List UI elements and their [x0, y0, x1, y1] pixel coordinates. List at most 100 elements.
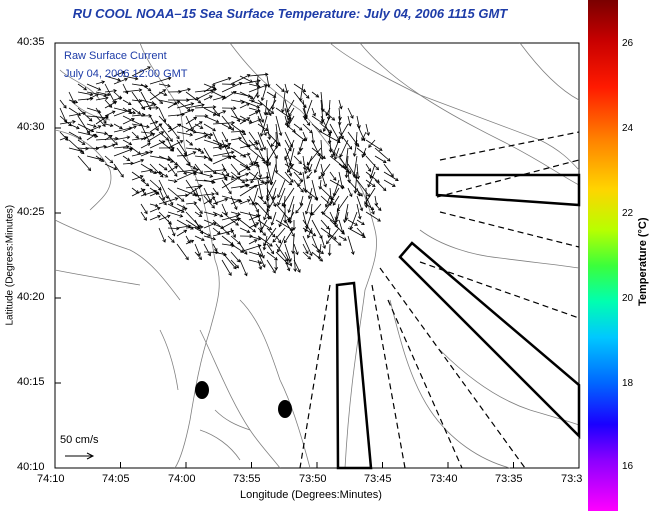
current-vector: [131, 66, 151, 77]
current-vector: [248, 147, 265, 162]
current-vector-head: [312, 112, 316, 117]
transect-lines: [299, 131, 580, 469]
current-vector: [131, 131, 139, 139]
current-vector: [113, 107, 136, 114]
current-vector-head: [271, 106, 275, 111]
current-vector-head: [250, 179, 254, 184]
current-vector: [284, 139, 295, 161]
current-vector-head: [213, 212, 218, 217]
current-vector: [266, 131, 281, 147]
current-vector: [287, 115, 295, 128]
current-vector-head: [237, 199, 242, 203]
current-vector: [149, 123, 163, 133]
current-vector: [334, 147, 340, 160]
current-vector-head: [210, 90, 214, 94]
current-vector: [131, 175, 144, 181]
current-vector: [365, 179, 376, 187]
current-vector: [194, 187, 201, 202]
current-vector: [68, 99, 78, 103]
current-vector-head: [325, 225, 330, 230]
current-vector-head: [277, 194, 281, 199]
current-vector-head: [287, 124, 291, 128]
current-vector-head: [103, 120, 107, 124]
current-vector-head: [345, 168, 350, 173]
current-vector-head: [197, 185, 202, 190]
current-vector: [104, 155, 113, 164]
current-vector-head: [236, 258, 241, 263]
current-vector-head: [304, 170, 308, 175]
current-vector: [158, 215, 171, 221]
current-vector: [230, 227, 236, 238]
current-vector-head: [207, 252, 211, 257]
current-vector: [329, 235, 342, 246]
current-vector-head: [186, 98, 190, 103]
current-vector: [176, 154, 187, 157]
current-vector: [131, 114, 145, 117]
current-vector: [311, 243, 324, 254]
current-vector-head: [250, 95, 254, 100]
current-vector-head: [163, 92, 168, 97]
current-vector: [104, 123, 113, 127]
current-vector: [239, 75, 253, 83]
current-vector-head: [281, 202, 286, 207]
current-vector-head: [254, 161, 259, 166]
current-vector-head: [278, 223, 282, 228]
current-vector-head: [307, 195, 312, 200]
current-vector: [263, 235, 268, 250]
current-vector: [131, 159, 144, 165]
current-vector: [329, 171, 337, 181]
current-vector-head: [299, 202, 304, 206]
current-vector: [374, 179, 387, 191]
current-vector: [203, 123, 216, 132]
current-vector-head: [252, 228, 257, 233]
current-vector-head: [313, 169, 318, 174]
current-vector: [221, 123, 232, 129]
current-vector-head: [113, 89, 117, 93]
current-vector-head: [263, 216, 267, 221]
current-vector-head: [235, 264, 240, 269]
current-vector-head: [77, 112, 81, 116]
current-vector-head: [268, 226, 273, 231]
current-vector-head: [201, 237, 205, 242]
current-vector: [320, 131, 341, 143]
current-vector: [221, 91, 237, 101]
current-vector-head: [223, 177, 228, 182]
current-vector: [113, 127, 132, 133]
current-vector: [131, 188, 146, 197]
current-vector-head: [220, 225, 225, 229]
current-vector: [365, 163, 371, 172]
current-vector-head: [247, 166, 251, 171]
current-vector-head: [111, 110, 116, 115]
current-vector-head: [323, 183, 327, 188]
current-vector: [158, 99, 178, 105]
current-vector: [239, 184, 248, 189]
current-vector: [176, 147, 191, 166]
current-vector: [311, 123, 322, 133]
current-vector: [302, 155, 306, 170]
current-vector: [167, 187, 185, 202]
current-vector-head: [95, 93, 100, 97]
current-vector: [266, 227, 276, 238]
current-vector-head: [264, 127, 269, 132]
current-vector-head: [181, 112, 185, 117]
current-vector: [122, 125, 137, 133]
current-vector: [248, 111, 259, 117]
current-vector-head: [213, 170, 217, 175]
current-vector-head: [277, 142, 281, 147]
current-vector-head: [266, 175, 270, 180]
current-vector: [287, 211, 295, 223]
current-vector-head: [302, 166, 307, 171]
current-vector-head: [237, 176, 241, 180]
current-vector: [194, 123, 203, 129]
current-vector: [365, 123, 370, 136]
current-vector-head: [146, 139, 151, 144]
current-vector-head: [305, 95, 310, 99]
current-vector-head: [197, 197, 202, 202]
current-vector-head: [364, 204, 369, 209]
current-vector: [304, 155, 313, 174]
current-vector-head: [212, 105, 217, 109]
current-vector: [251, 91, 259, 103]
current-vector-head: [304, 115, 308, 120]
current-vector: [284, 171, 294, 183]
current-vector: [185, 185, 201, 197]
